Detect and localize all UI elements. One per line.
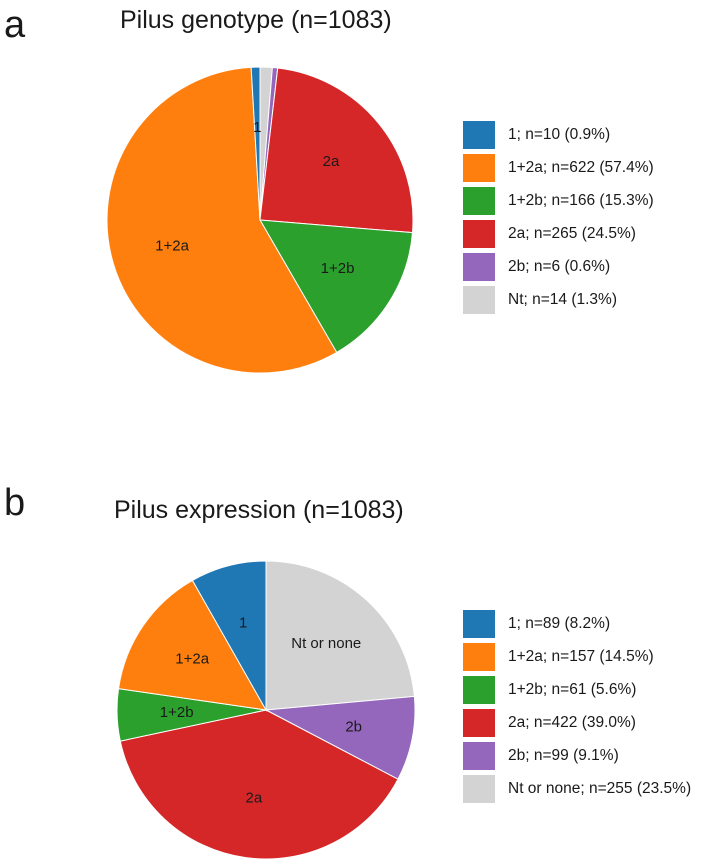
legend-item-1-2a: 1+2a; n=157 (14.5%) bbox=[463, 643, 691, 671]
slice-label-2a: 2a bbox=[246, 790, 263, 807]
legend-label: 2b; n=6 (0.6%) bbox=[508, 258, 611, 275]
legend-swatch bbox=[463, 253, 495, 281]
chart-title: Pilus genotype (n=1083) bbox=[120, 6, 392, 34]
slice-label-1-2a: 1+2a bbox=[155, 237, 189, 254]
legend-label: 1+2a; n=622 (57.4%) bbox=[508, 159, 654, 176]
panel-letter: a bbox=[4, 4, 26, 46]
slice-label-1-2a: 1+2a bbox=[175, 651, 209, 668]
pie-slice-2a bbox=[259, 67, 414, 234]
legend-item-nt-or-none: Nt or none; n=255 (23.5%) bbox=[463, 775, 691, 803]
pie-slice-1-2a bbox=[117, 579, 267, 711]
legend-swatch bbox=[463, 154, 495, 182]
legend-swatch bbox=[463, 775, 495, 803]
legend-item-1: 1; n=89 (8.2%) bbox=[463, 610, 691, 638]
legend-swatch bbox=[463, 121, 495, 149]
legend-item-2a: 2a; n=422 (39.0%) bbox=[463, 709, 691, 737]
legend-label: 1+2b; n=61 (5.6%) bbox=[508, 681, 637, 698]
legend-label: 1+2b; n=166 (15.3%) bbox=[508, 192, 654, 209]
slice-label-2a: 2a bbox=[323, 153, 340, 170]
legend-swatch bbox=[463, 676, 495, 704]
legend-swatch bbox=[463, 286, 495, 314]
pie-chart-genotype: 2a 1+2b 1+2a 1 bbox=[106, 66, 414, 374]
legend-item-nt: Nt; n=14 (1.3%) bbox=[463, 286, 654, 314]
legend-item-1-2a: 1+2a; n=622 (57.4%) bbox=[463, 154, 654, 182]
legend-item-1-2b: 1+2b; n=61 (5.6%) bbox=[463, 676, 691, 704]
legend-swatch bbox=[463, 742, 495, 770]
legend-label: 2b; n=99 (9.1%) bbox=[508, 747, 619, 764]
pie-slice-2b bbox=[264, 695, 416, 780]
legend-label: 2a; n=422 (39.0%) bbox=[508, 714, 636, 731]
pie-chart-expression: Nt or none 2b 2a 1+2b 1+2a 1 bbox=[116, 560, 416, 860]
pie-slice-1 bbox=[250, 66, 261, 221]
slice-label-1: 1 bbox=[239, 615, 247, 632]
legend-item-2b: 2b; n=99 (9.1%) bbox=[463, 742, 691, 770]
pie-slice-2a bbox=[119, 709, 399, 860]
legend-swatch bbox=[463, 709, 495, 737]
panel-letter: b bbox=[4, 482, 26, 524]
panel-a: a Pilus genotype (n=1083) 2a 1+2b 1+2a 1 1;… bbox=[4, 4, 654, 374]
legend-swatch bbox=[463, 220, 495, 248]
pie-slice-1-2b bbox=[259, 219, 414, 354]
chart-title: Pilus expression (n=1083) bbox=[114, 496, 404, 524]
legend-item-1: 1; n=10 (0.9%) bbox=[463, 121, 654, 149]
legend: 1; n=10 (0.9%) 1+2a; n=622 (57.4%) 1+2b; n… bbox=[463, 121, 654, 319]
legend-swatch bbox=[463, 643, 495, 671]
legend-label: Nt or none; n=255 (23.5%) bbox=[508, 780, 692, 797]
legend-label: 1; n=89 (8.2%) bbox=[508, 615, 611, 632]
legend-label: 1+2a; n=157 (14.5%) bbox=[508, 648, 654, 665]
legend-item-1-2b: 1+2b; n=166 (15.3%) bbox=[463, 187, 654, 215]
legend: 1; n=89 (8.2%) 1+2a; n=157 (14.5%) 1+2b; n… bbox=[463, 610, 691, 808]
legend-label: 1; n=10 (0.9%) bbox=[508, 126, 611, 143]
legend-swatch bbox=[463, 187, 495, 215]
legend-swatch bbox=[463, 610, 495, 638]
slice-label-1-2b: 1+2b bbox=[321, 260, 355, 277]
slice-label-2b: 2b bbox=[345, 718, 362, 735]
slice-label-1-2b: 1+2b bbox=[160, 704, 194, 721]
pie-slice-nt-or-none bbox=[265, 560, 415, 711]
legend-label: Nt; n=14 (1.3%) bbox=[508, 291, 617, 308]
panel-b: b Pilus expression (n=1083) Nt or none 2b… bbox=[0, 430, 708, 860]
pie-slice-1-2a bbox=[106, 66, 338, 374]
slice-label-nt-or-none: Nt or none bbox=[291, 635, 361, 652]
pie-slice-1 bbox=[191, 560, 267, 712]
legend-item-2b: 2b; n=6 (0.6%) bbox=[463, 253, 654, 281]
slice-label-1: 1 bbox=[253, 119, 261, 136]
legend-label: 2a; n=265 (24.5%) bbox=[508, 225, 636, 242]
legend-item-2a: 2a; n=265 (24.5%) bbox=[463, 220, 654, 248]
